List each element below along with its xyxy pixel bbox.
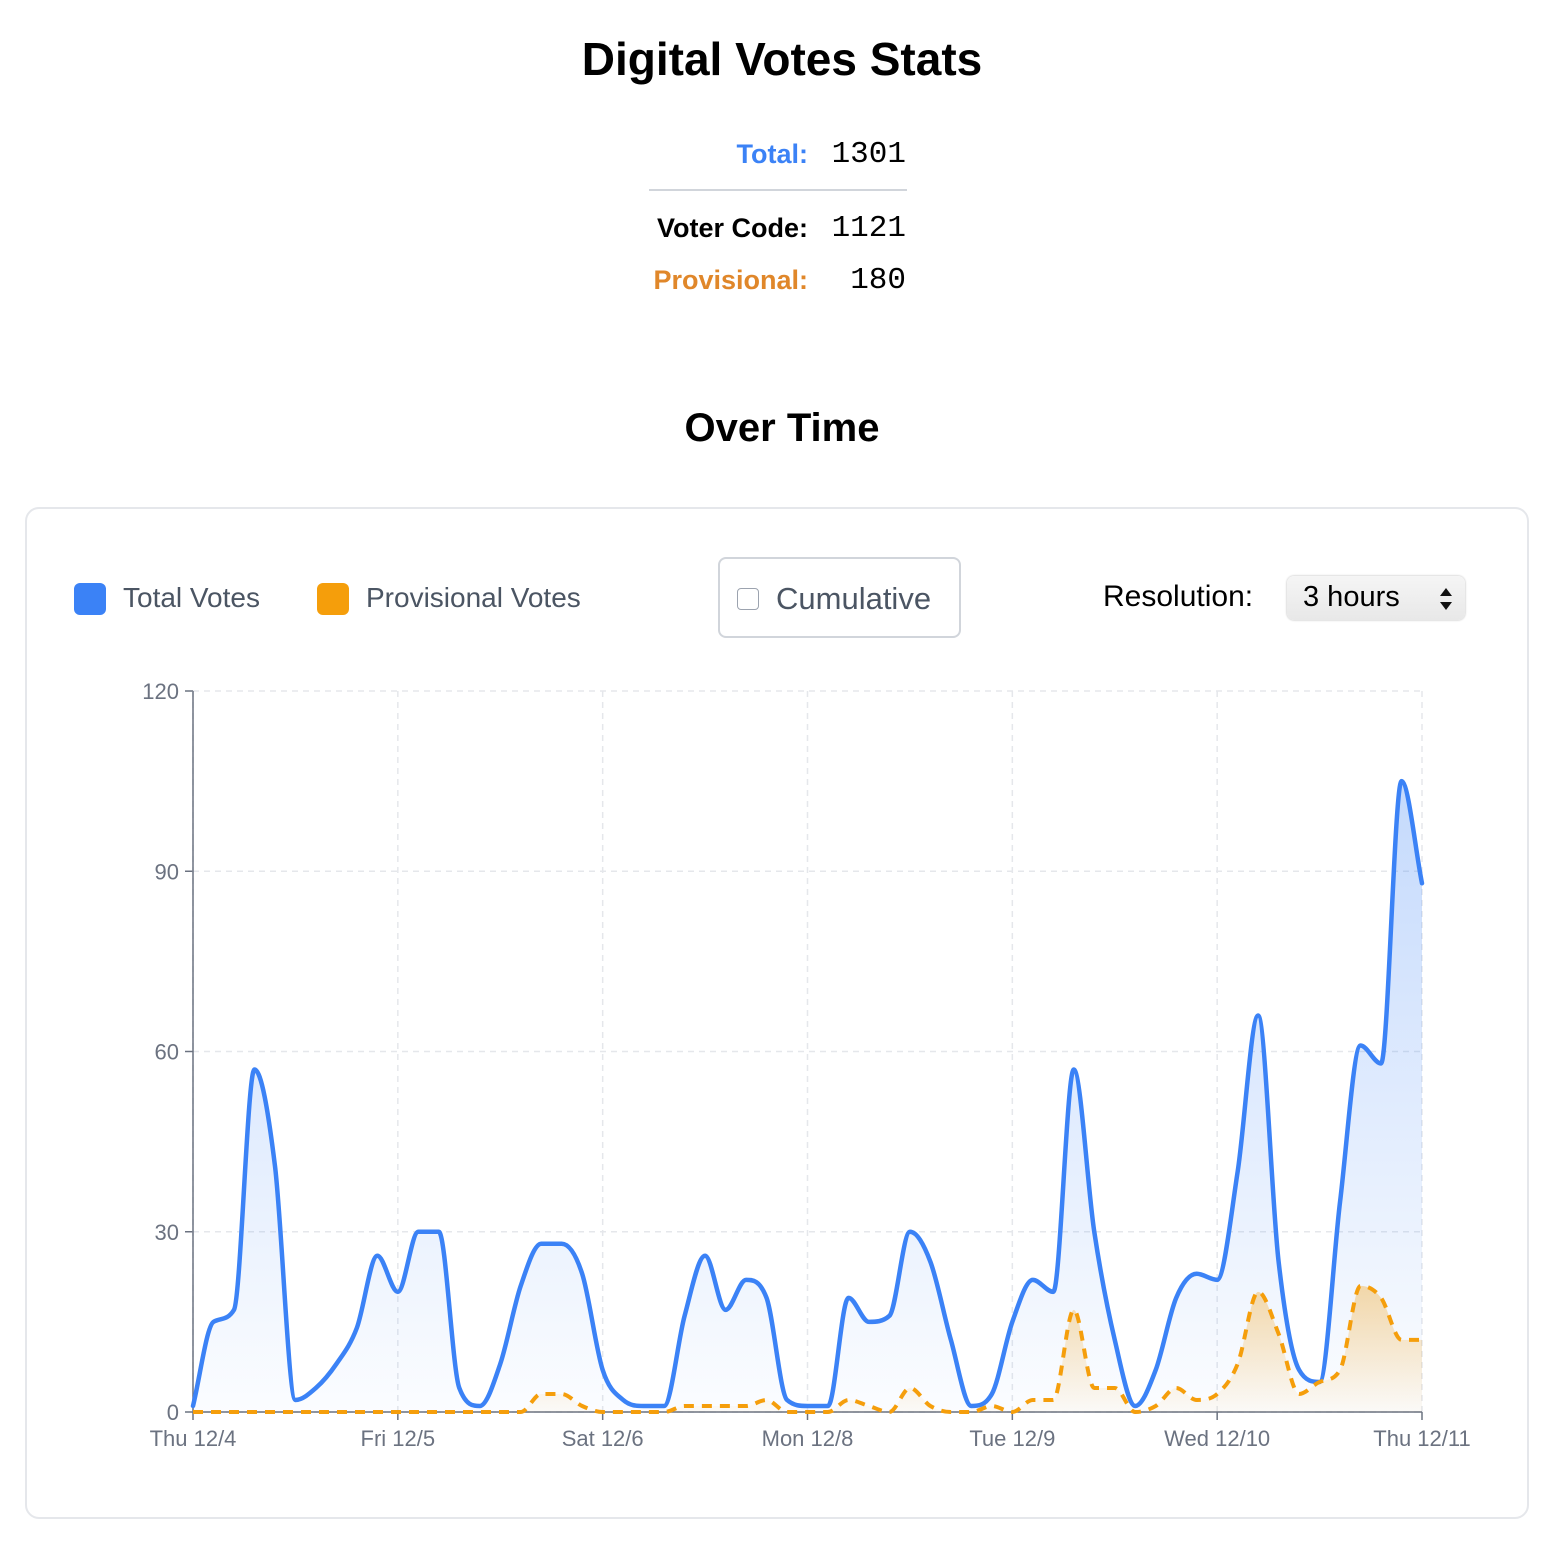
checkbox-label[interactable]: Cumulative (776, 581, 932, 616)
y-tick-label: 120 (142, 679, 179, 704)
x-tick-label: Tue 12/9 (969, 1426, 1055, 1451)
resolution-select[interactable]: 3 hours (1287, 576, 1465, 620)
stat-value: 180 (850, 263, 906, 298)
stat-label: Provisional: (653, 265, 808, 295)
divider (649, 189, 907, 191)
legend-swatch (74, 583, 106, 615)
x-tick-label: Thu 12/4 (150, 1426, 237, 1451)
select-arrows (1440, 588, 1452, 610)
series-line (193, 1283, 1422, 1414)
y-tick-label: 60 (155, 1040, 179, 1065)
resolution-label: Resolution: (1103, 580, 1254, 613)
x-tick-label: Wed 12/10 (1164, 1426, 1270, 1451)
legend-label[interactable]: Provisional Votes (366, 582, 581, 613)
cumulative-toggle[interactable]: Cumulative (718, 557, 961, 638)
y-tick-label: 90 (155, 859, 179, 884)
legend-label[interactable]: Total Votes (123, 582, 260, 613)
series-line (190, 778, 1425, 1409)
series-area (193, 781, 1422, 1412)
x-tick-label: Thu 12/11 (1373, 1426, 1470, 1451)
stat-value: 1301 (831, 137, 906, 172)
section-title: Over Time (684, 406, 880, 450)
y-tick-label: 30 (155, 1220, 179, 1245)
stat-label: Voter Code: (656, 213, 808, 243)
legend-swatch (317, 583, 349, 615)
chart-card (25, 507, 1529, 1519)
page-title: Digital Votes Stats (581, 33, 983, 85)
checkbox[interactable] (737, 588, 759, 610)
series-area (193, 1285, 1422, 1412)
x-tick-label: Mon 12/8 (762, 1426, 854, 1451)
stat-value: 1121 (831, 211, 906, 246)
x-tick-label: Fri 12/5 (361, 1426, 436, 1451)
stat-label: Total: (736, 139, 808, 169)
x-tick-label: Sat 12/6 (562, 1426, 644, 1451)
select-value[interactable]: 3 hours (1303, 581, 1400, 613)
y-tick-label: 0 (167, 1400, 179, 1425)
